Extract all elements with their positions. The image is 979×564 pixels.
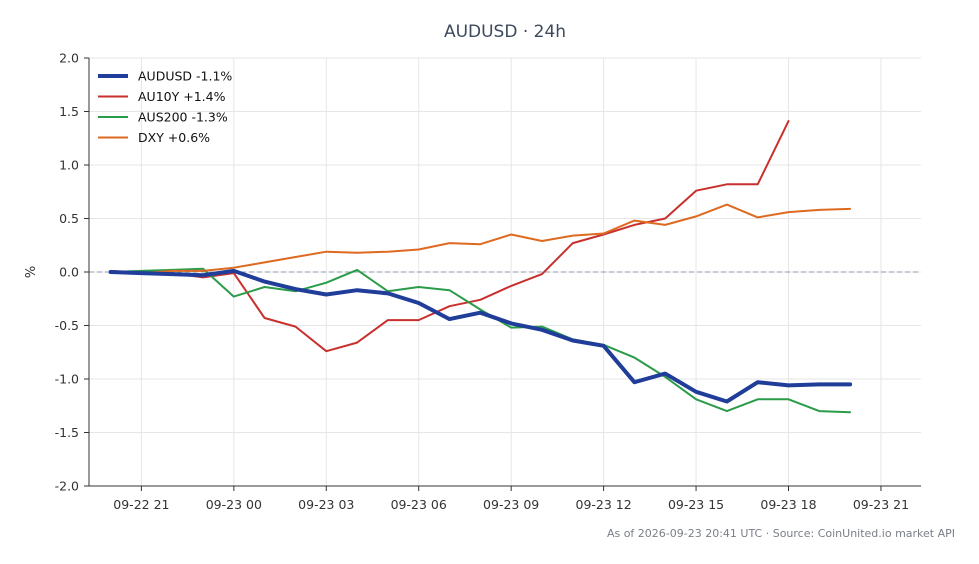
y-tick-label: 1.0 [59,158,79,173]
legend-label-aus200: AUS200 -1.3% [138,110,228,125]
x-tick-label: 09-23 15 [668,497,724,512]
x-tick-label: 09-23 09 [483,497,539,512]
series-line-au10y [109,120,790,353]
legend-label-au10y: AU10Y +1.4% [138,89,226,104]
chart-title: AUDUSD · 24h [444,22,566,42]
x-tick-label: 09-23 12 [576,497,632,512]
legend-label-dxy: DXY +0.6% [138,130,210,145]
x-tick-label: 09-23 06 [391,497,447,512]
axes: 2.0 1.5 1.0 0.5 0.0 -0.5 -1.0 -1.5 -2.0 09-22 21 0… [55,51,921,512]
y-tick-label: 2.0 [59,51,79,66]
y-axis-label: % [24,266,39,278]
series-line-dxy [109,203,852,275]
x-tick-label: 09-23 21 [853,497,909,512]
y-tick-label: -0.5 [55,318,79,333]
legend-label-audusd: AUDUSD -1.1% [138,69,232,84]
legend: AUDUSD -1.1% AU10Y +1.4% AUS200 -1.3% DXY +… [98,69,232,145]
y-tick-label: -1.0 [55,372,79,387]
series-line-audusd [108,268,853,404]
x-tick-label: 09-23 00 [206,497,262,512]
series-line-aus200 [109,267,852,414]
series-lines [108,120,853,414]
y-tick-label: 1.5 [59,104,79,119]
x-tick-label: 09-23 18 [760,497,816,512]
y-tick-label: 0.5 [59,211,79,226]
y-tick-label: -1.5 [55,425,79,440]
x-tick-label: 09-22 21 [113,497,169,512]
x-tick-label: 09-23 03 [298,497,354,512]
footer-source: As of 2026-09-23 20:41 UTC · Source: Coi… [607,527,955,540]
y-tick-label: -2.0 [55,479,79,494]
y-tick-label: 0.0 [59,265,79,280]
